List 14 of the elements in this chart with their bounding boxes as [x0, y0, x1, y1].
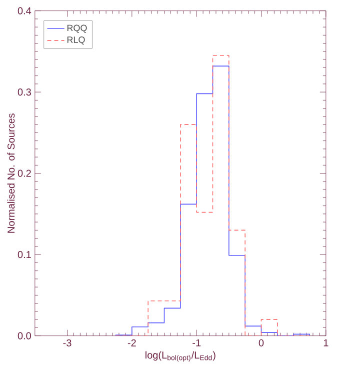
y-axis-title: Normalised No. of Sources	[7, 113, 15, 233]
legend-label: RLQ	[67, 36, 85, 45]
x-tick-label: -2	[128, 339, 136, 346]
y-tick-label: 0.4	[18, 7, 32, 14]
y-tick-label: 0.3	[18, 88, 31, 96]
x-tick-label: -3	[63, 339, 72, 346]
legend-label: RQQ	[67, 24, 87, 33]
y-tick-label: 0.1	[18, 251, 31, 258]
y-tick-label: 0.2	[18, 170, 31, 177]
x-tick-label: -1	[192, 339, 201, 346]
y-tick-label: 0.0	[18, 332, 31, 340]
x-tick-label: 0	[258, 339, 264, 346]
x-axis-title: log(L$_{bol(opt)}$/L$_{Edd}$)	[146, 351, 216, 362]
x-tick-label: 1	[324, 339, 328, 346]
